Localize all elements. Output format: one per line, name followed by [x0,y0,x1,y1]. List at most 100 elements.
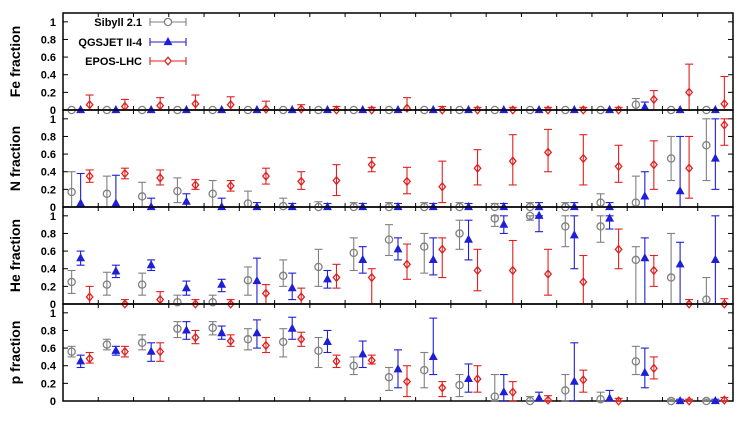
y-tick-label: 0 [50,396,56,408]
epos-point [473,163,482,174]
sibyll-point [137,280,147,289]
epos-point [261,104,270,114]
epos-point [614,244,623,255]
epos-point [402,376,412,387]
qgsjet-point [181,325,191,334]
qgsjet-point [146,346,156,355]
y-tick-label: 0.4 [41,167,57,179]
sibyll-point [384,235,394,244]
qgsjet-point [76,356,86,365]
epos-point [191,180,200,190]
sibyll-point [596,198,605,207]
qgsjet-point [710,153,720,162]
y-tick-label: 1 [50,308,56,320]
epos-point [156,173,165,183]
epos-point [685,163,694,174]
panel-frame [62,109,734,208]
epos-point [297,104,306,114]
qgsjet-point [675,186,685,195]
sibyll-point [102,189,112,199]
y-tick-label: 0.8 [41,131,56,143]
epos-point [120,346,129,357]
legend-marker-qgsjet [163,36,173,46]
epos-point [226,299,235,309]
epos-point [720,120,729,130]
sibyll-point [702,295,711,304]
epos-point [649,265,658,276]
y-tick-label: 0.6 [41,149,56,161]
sibyll-point [67,277,76,287]
sibyll-point [243,335,253,344]
y-axis-label: Fe fraction [7,26,23,98]
y-axis-label: N fraction [7,126,23,191]
sibyll-point [631,198,641,207]
y-tick-label: 0.8 [41,325,56,337]
qgsjet-point [393,244,403,253]
sibyll-point [137,192,147,201]
epos-point [332,356,341,367]
sibyll-point [666,273,676,282]
qgsjet-point [76,253,86,262]
qgsjet-point [217,279,227,288]
qgsjet-point [76,198,86,207]
panel-n: 0 0.2 0.4 0.6 0.8 1 N fraction [7,109,734,214]
qgsjet-point [428,254,438,264]
epos-point [649,159,658,170]
epos-point [332,175,341,186]
epos-point [614,161,623,172]
legend-marker-epos [163,56,173,66]
qgsjet-point [710,254,720,264]
epos-point [438,105,447,115]
epos-point [438,181,447,192]
sibyll-point [278,271,288,281]
legend-label-qgsjet: QGSJET II-4 [78,37,142,49]
sibyll-point [349,248,358,258]
y-tick-label: 0 [50,105,56,117]
qgsjet-point [499,219,509,228]
sibyll-point [666,154,676,163]
y-tick-label: 0.2 [41,87,56,99]
sibyll-point [561,222,570,231]
y-tick-label: 1 [50,17,56,29]
sibyll-point [137,338,147,348]
epos-point [438,244,447,255]
sibyll-point [314,262,323,272]
epos-point [438,382,447,393]
epos-point [120,168,129,179]
epos-point [649,94,658,105]
epos-point [367,159,376,170]
epos-point [156,346,165,357]
y-tick-label: 0.8 [41,34,56,46]
sibyll-point [455,380,464,390]
y-axis-label: He fraction [7,219,23,292]
epos-point [720,99,729,109]
epos-point [720,299,729,309]
sibyll-point [384,372,394,382]
sibyll-point [420,365,429,375]
qgsjet-point [146,260,156,269]
qgsjet-point [252,328,262,337]
epos-point [544,269,553,279]
qgsjet-point [675,395,685,405]
panel-he: 0 0.2 0.4 0.6 0.8 1 He fraction [7,206,734,311]
y-tick-label: 1 [50,114,56,126]
qgsjet-point [287,323,297,332]
y-tick-label: 0.4 [41,70,57,82]
sibyll-point [490,392,500,401]
y-tick-label: 0.4 [41,361,57,373]
panel-p: 0 0.2 0.4 0.6 0.8 1 p fraction [7,303,734,408]
y-tick-label: 0 [50,202,56,214]
qgsjet-point [464,373,473,383]
sibyll-point [208,323,217,333]
qgsjet-point [640,253,650,262]
sibyll-point [173,324,182,333]
qgsjet-point [111,266,121,275]
qgsjet-point [111,198,121,207]
epos-point [85,292,94,302]
sibyll-point [702,141,711,150]
epos-point [332,105,341,115]
y-tick-label: 0.2 [41,378,56,390]
y-tick-label: 0.6 [41,343,56,355]
sibyll-point [490,214,500,223]
sibyll-point [173,297,182,307]
